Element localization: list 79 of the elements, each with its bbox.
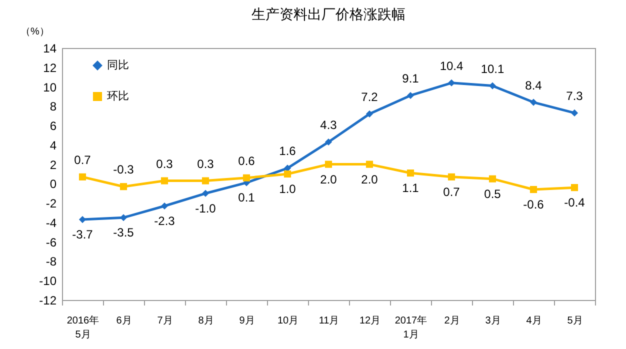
x-tick-label: 7月: [157, 316, 173, 326]
data-label: 2.0: [320, 172, 338, 186]
x-tick-label: 2月: [444, 316, 460, 326]
x-tick-label: 6月: [116, 316, 132, 326]
y-tick-label: 10: [43, 80, 57, 94]
point: [366, 110, 374, 118]
point: [324, 160, 332, 168]
data-label: -0.4: [564, 196, 586, 210]
data-label: -2.3: [154, 214, 176, 228]
data-label: 0.6: [238, 154, 256, 168]
data-label: -3.5: [113, 226, 134, 240]
point: [242, 174, 250, 182]
point: [324, 138, 332, 146]
data-label: 0.7: [443, 184, 460, 199]
data-label: -0.6: [523, 198, 544, 212]
data-label: 1.6: [279, 144, 296, 158]
data-label: -3.7: [72, 228, 94, 242]
y-axis-title: （%）: [20, 26, 50, 38]
point: [366, 160, 374, 168]
data-label: 0.3: [156, 156, 174, 171]
point: [160, 202, 168, 210]
point: [488, 175, 496, 182]
y-tick-label: 14: [43, 42, 57, 56]
y-tick-label: -2: [46, 196, 57, 211]
data-label: 10.1: [480, 62, 504, 76]
data-label: 9.1: [402, 71, 420, 86]
point: [120, 183, 128, 190]
data-label: 10.4: [440, 58, 464, 73]
x-tick-label: 10月: [277, 316, 299, 326]
point: [570, 109, 578, 116]
data-label: 0.3: [197, 156, 214, 171]
point: [406, 169, 414, 177]
y-tick-label: -4: [46, 216, 57, 230]
point: [202, 190, 210, 197]
point: [530, 98, 538, 106]
x-tick-label: 4月: [526, 316, 542, 326]
y-tick-label: 8: [50, 100, 57, 114]
data-label: 0.1: [238, 190, 256, 205]
point: [160, 177, 168, 184]
point: [448, 173, 456, 180]
x-tick-label: 12月: [359, 316, 381, 326]
legend-label: 同比: [107, 58, 129, 72]
point: [78, 173, 86, 180]
data-label: 0.5: [484, 186, 502, 201]
chart-title: 生产资料出厂价格涨跌幅: [252, 6, 406, 22]
data-label: 1.0: [279, 182, 296, 196]
data-label: 4.3: [320, 118, 338, 132]
y-tick-label: -10: [39, 274, 57, 288]
y-tick-label: -8: [46, 254, 57, 269]
legend-label: 环比: [107, 90, 129, 102]
x-tick-label: 3月: [485, 316, 501, 326]
data-label: -1.0: [195, 201, 216, 216]
y-tick-label: 4: [50, 138, 57, 152]
x-tick-label: 2016年 5月: [66, 314, 100, 340]
y-tick-label: -12: [39, 294, 57, 308]
data-label: 2.0: [361, 172, 378, 186]
data-label: 0.7: [74, 152, 92, 167]
point: [570, 184, 578, 192]
point: [488, 82, 496, 90]
x-tick-label: 11月: [318, 316, 340, 326]
y-tick-label: 0: [50, 177, 57, 192]
data-label: 8.4: [525, 78, 542, 92]
point: [202, 177, 210, 184]
data-label: 7.2: [361, 90, 378, 104]
x-tick-label: 2017年 1月: [394, 314, 428, 340]
x-tick-label: 5月: [567, 316, 583, 326]
point: [448, 79, 456, 86]
data-label: 1.1: [402, 181, 420, 196]
data-label: -0.3: [113, 162, 134, 177]
y-tick-label: 2: [50, 158, 57, 172]
point: [284, 170, 292, 178]
y-tick-label: -6: [46, 235, 57, 250]
x-tick-label: 9月: [239, 316, 255, 326]
x-tick-label: 8月: [198, 316, 214, 326]
point: [530, 186, 538, 194]
y-tick-label: 12: [43, 60, 57, 75]
point: [406, 92, 414, 100]
y-tick-label: 6: [50, 119, 57, 134]
data-label: 7.3: [566, 88, 584, 103]
